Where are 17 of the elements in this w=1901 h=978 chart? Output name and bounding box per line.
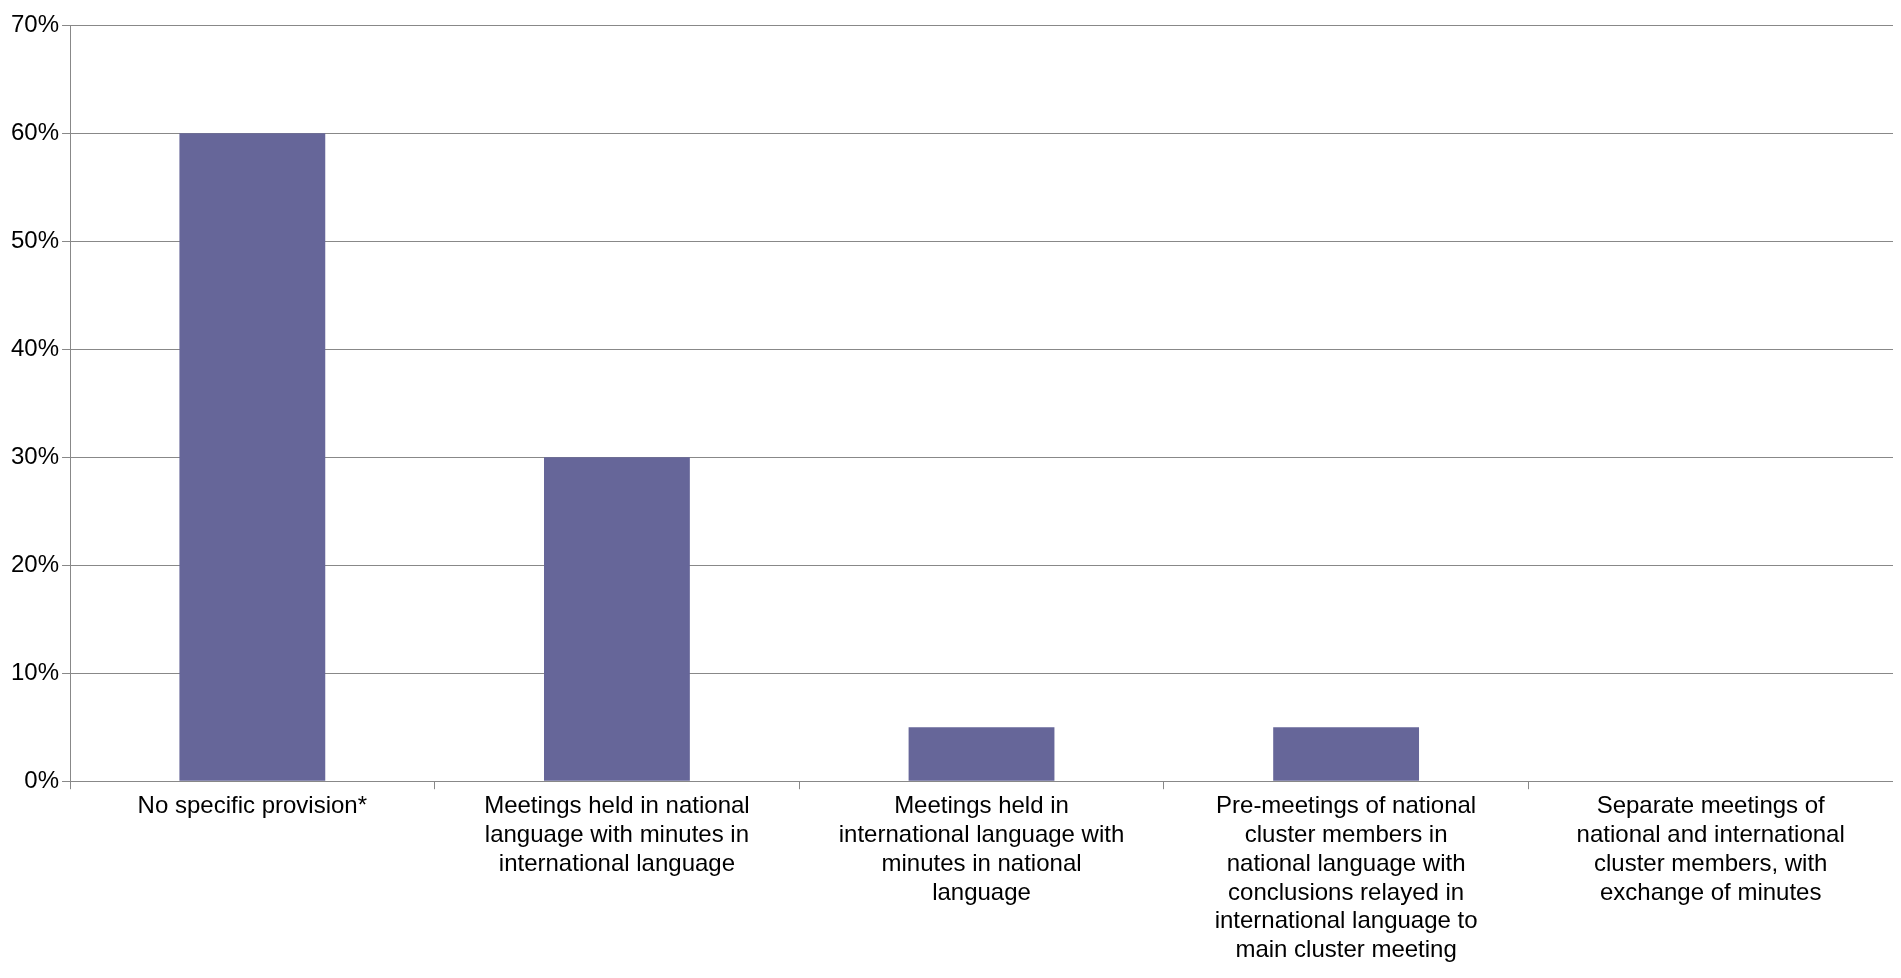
x-tick-label: Meetings held in national language with minutes in international language (484, 791, 750, 876)
x-tick-label: Meetings held in international language with minutes in national language (838, 791, 1125, 905)
x-tick-label: No specific provision* (137, 791, 368, 819)
y-tick-label: 50% (10, 225, 60, 253)
y-tick-label: 40% (10, 333, 60, 361)
bar (179, 133, 326, 781)
y-tick-label: 30% (10, 441, 60, 469)
bar (1273, 727, 1420, 781)
bar (544, 457, 690, 781)
y-tick-label: 0% (24, 765, 60, 793)
y-tick-label: 10% (10, 657, 60, 685)
y-tick-label: 60% (10, 118, 60, 145)
y-tick-label: 70% (10, 10, 60, 38)
y-tick-label: 20% (10, 549, 60, 577)
x-tick-label: Pre-meetings of national cluster members in national language with conclusions relayed in international language to main cluster meeting (1214, 791, 1478, 963)
bar (908, 727, 1055, 781)
x-tick-label: Separate meetings of national and international cluster members, with exchange of minutes (1576, 791, 1845, 905)
